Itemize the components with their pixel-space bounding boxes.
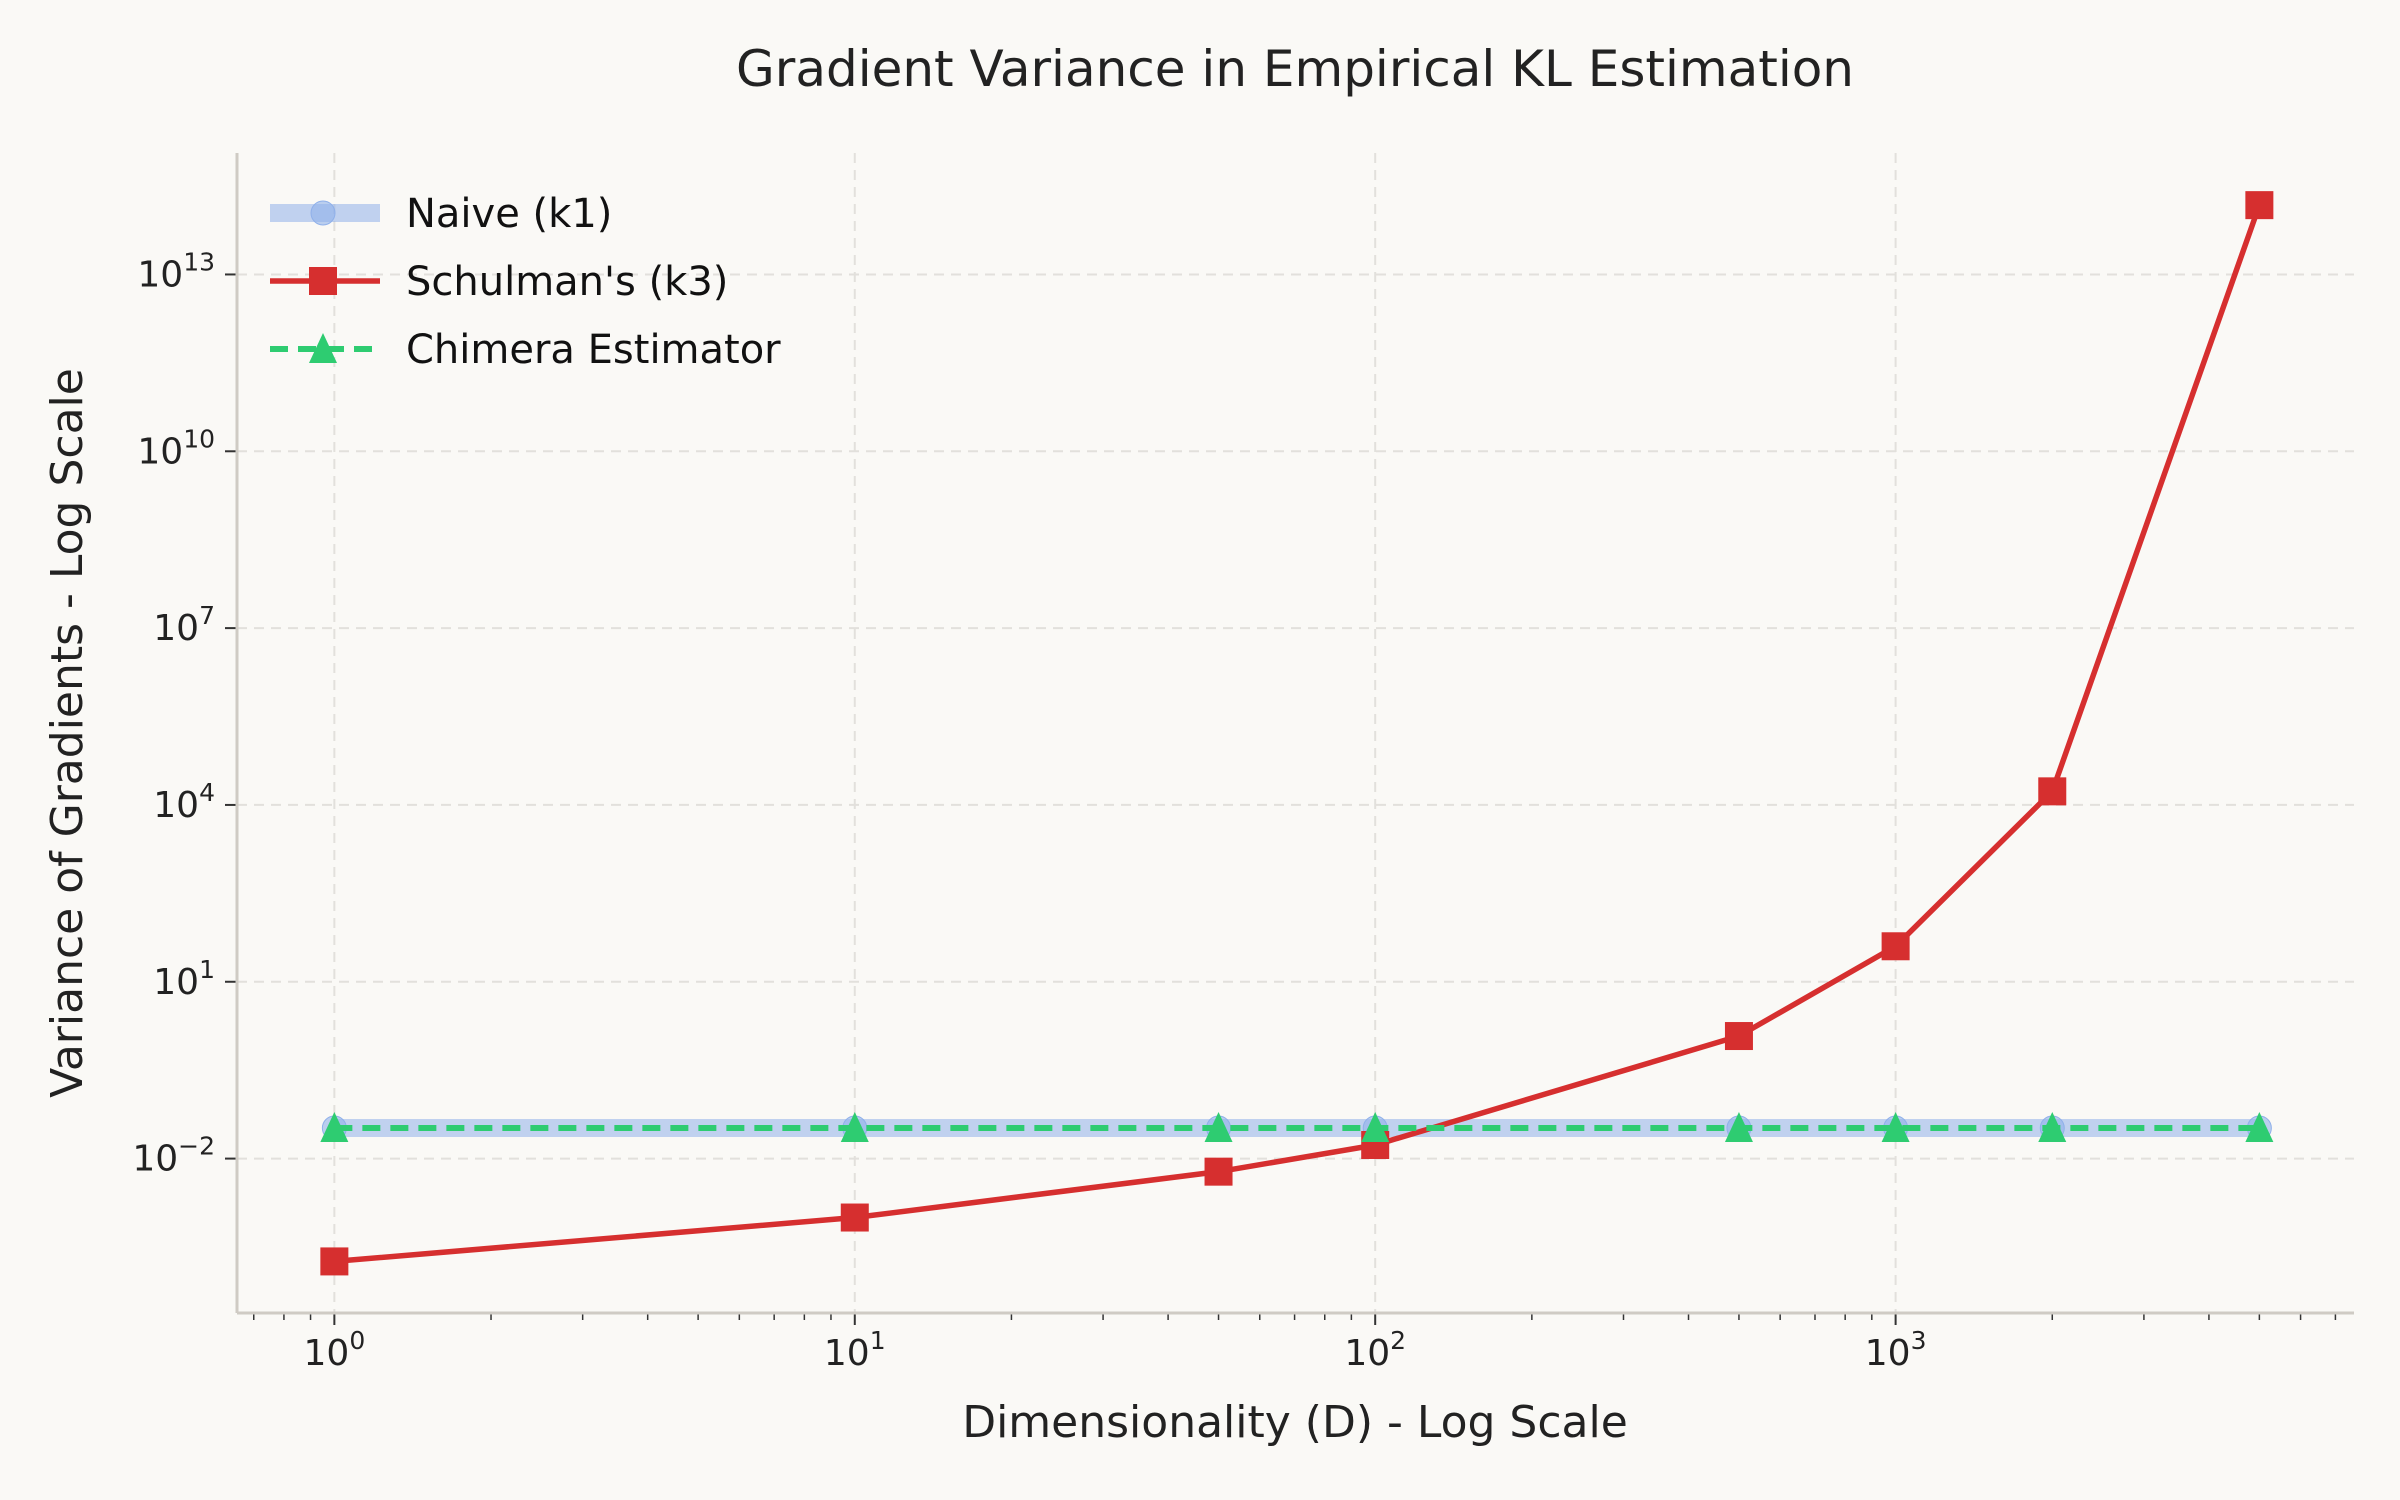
- data-point-triangle: [2038, 1112, 2067, 1143]
- legend-label: Chimera Estimator: [406, 327, 781, 373]
- data-point-square: [1204, 1157, 1233, 1186]
- data-point-triangle: [1204, 1112, 1233, 1143]
- data-point-triangle: [309, 333, 337, 363]
- data-point-circle: [310, 200, 336, 226]
- data-point-triangle: [840, 1112, 869, 1143]
- legend-label: Naive (k1): [406, 191, 612, 237]
- plot-area: [320, 191, 2274, 1276]
- legend-entry: Schulman's (k3): [270, 259, 728, 305]
- grid: [237, 153, 2354, 1313]
- data-point-square: [1881, 932, 1910, 961]
- y-tick-label: 101: [153, 955, 215, 1003]
- chart-title: Gradient Variance in Empirical KL Estima…: [736, 40, 1854, 98]
- data-point-square: [320, 1247, 349, 1276]
- series-line: [334, 204, 2262, 1265]
- axes: 100 101 102 103 10−2 101 104 107 1010 1013: [132, 153, 2354, 1374]
- y-tick-label: 1013: [137, 247, 215, 295]
- y-tick-label: 107: [153, 601, 215, 649]
- legend-entry: Chimera Estimator: [270, 327, 781, 373]
- data-point-triangle: [1881, 1112, 1910, 1143]
- y-axis-label: Variance of Gradients - Log Scale: [42, 368, 93, 1098]
- data-point-triangle: [2245, 1112, 2274, 1143]
- x-axis-label: Dimensionality (D) - Log Scale: [962, 1397, 1628, 1448]
- data-point-triangle: [1361, 1112, 1390, 1143]
- x-tick-label: 101: [824, 1326, 886, 1374]
- legend-entry: Naive (k1): [270, 191, 612, 237]
- x-tick-label: 102: [1344, 1326, 1406, 1374]
- data-point-triangle: [320, 1112, 349, 1143]
- data-point-square: [2038, 777, 2067, 806]
- legend: Naive (k1) Schulman's (k3) Chimera Estimat…: [270, 191, 781, 373]
- data-point-triangle: [1724, 1112, 1753, 1143]
- data-point-square: [840, 1203, 869, 1232]
- x-tick-label: 103: [1865, 1326, 1927, 1374]
- y-tick-label: 10−2: [132, 1132, 215, 1180]
- series-chimera-estimator: [320, 1112, 2274, 1143]
- x-tick-label: 100: [304, 1326, 366, 1374]
- series-schulman-s-k3-: [320, 191, 2274, 1276]
- y-tick-label: 1010: [137, 424, 215, 472]
- data-point-square: [1724, 1022, 1753, 1051]
- legend-label: Schulman's (k3): [406, 259, 728, 305]
- data-point-square: [2245, 191, 2274, 220]
- y-tick-label: 104: [153, 778, 215, 826]
- data-point-square: [309, 267, 337, 295]
